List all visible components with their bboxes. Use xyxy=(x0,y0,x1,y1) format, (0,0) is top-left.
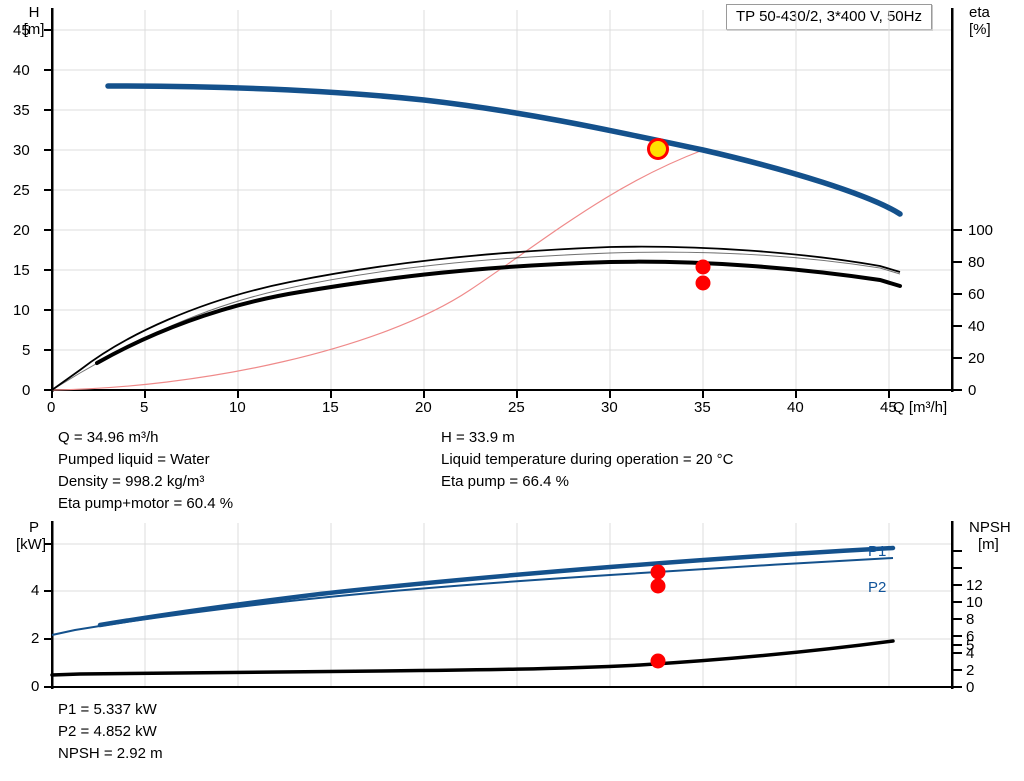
top-chart-y-right-title: eta xyxy=(969,4,990,21)
p2-duty-marker xyxy=(650,578,666,594)
info-temp: Liquid temperature during operation = 20… xyxy=(441,451,734,468)
top-chart-y-left-unit: [m] xyxy=(23,21,45,38)
info-liquid: Pumped liquid = Water xyxy=(58,451,210,468)
bottom-y2-tick-4: 4 xyxy=(966,645,975,662)
top-chart-y-right-unit: [%] xyxy=(969,21,991,38)
bottom-y2-tick-6: 6 xyxy=(966,628,975,645)
bottom-y-tick-0: 0 xyxy=(31,678,40,695)
bottom-axes xyxy=(44,521,962,689)
eta-pump-duty-marker xyxy=(695,259,711,275)
top-chart-y-left-title: H xyxy=(28,4,40,21)
duty-point-marker xyxy=(647,138,669,160)
info-q: Q = 34.96 m³/h xyxy=(58,429,159,446)
top-y-tick-10: 10 xyxy=(13,302,30,319)
npsh-duty-marker xyxy=(650,653,666,669)
bottom-chart-plot xyxy=(44,521,962,689)
info-right-column: H = 33.9 m Liquid temperature during ope… xyxy=(441,427,733,493)
eta-pump-motor-curve-thick xyxy=(95,259,902,365)
bottom-y-tick-2: 2 xyxy=(31,630,40,647)
info-left-column: Q = 34.96 m³/h Pumped liquid = Water Den… xyxy=(58,427,233,515)
top-x-tick-15: 15 xyxy=(322,399,339,416)
info-h: H = 33.9 m xyxy=(441,429,515,446)
top-x-tick-25: 25 xyxy=(508,399,525,416)
head-eta-chart: H [m] eta [%] TP 50-430/2, 3*400 V, 50Hz xyxy=(13,4,994,416)
p2-curve xyxy=(51,557,894,636)
top-x-tick-0: 0 xyxy=(47,399,56,416)
bottom-y-tick-4: 4 xyxy=(31,582,40,599)
eta-pump-motor-duty-marker xyxy=(695,275,711,291)
top-axes xyxy=(44,8,962,398)
top-y-tick-20: 20 xyxy=(13,222,30,239)
bottom-y2-tick-10: 10 xyxy=(966,594,983,611)
npsh-curve xyxy=(50,639,895,677)
top-y-tick-25: 25 xyxy=(13,182,30,199)
top-x-tick-40: 40 xyxy=(787,399,804,416)
top-y2-tick-0: 0 xyxy=(968,382,977,399)
bottom-chart-y-right-unit: [m] xyxy=(978,536,999,553)
bottom-chart-y-left-title: P xyxy=(28,519,39,536)
top-y2-tick-20: 20 xyxy=(968,350,985,367)
bottom-y2-tick-5: 5 xyxy=(966,637,975,654)
p1-duty-marker xyxy=(650,564,666,580)
top-y-tick-40: 40 xyxy=(13,62,30,79)
top-y-tick-35: 35 xyxy=(13,102,30,119)
bottom-chart-y-right-title: NPSH xyxy=(969,519,1011,536)
info-bottom-column: P1 = 5.337 kW P2 = 4.852 kW NPSH = 2.92 … xyxy=(58,699,163,765)
top-x-tick-35: 35 xyxy=(694,399,711,416)
bottom-y2-tick-0: 0 xyxy=(966,679,975,696)
info-p2: P2 = 4.852 kW xyxy=(58,723,157,740)
top-y2-tick-100: 100 xyxy=(968,222,994,239)
info-p1: P1 = 5.337 kW xyxy=(58,701,157,718)
top-y-tick-0: 0 xyxy=(22,382,31,399)
top-y2-tick-40: 40 xyxy=(968,318,985,335)
eta-pump-curve xyxy=(51,245,901,391)
bottom-y2-tick-12: 12 xyxy=(966,577,983,594)
top-x-tick-45: 45 xyxy=(880,399,897,416)
info-density: Density = 998.2 kg/m³ xyxy=(58,473,205,490)
top-chart-plot xyxy=(44,8,962,398)
bottom-grid xyxy=(52,523,952,687)
eta-pump-motor-curve xyxy=(51,251,901,391)
top-y2-tick-60: 60 xyxy=(968,286,985,303)
top-chart-x-axis-label: Q [m³/h] xyxy=(893,399,948,416)
chart-title-box: TP 50-430/2, 3*400 V, 50Hz xyxy=(726,4,932,30)
info-npsh: NPSH = 2.92 m xyxy=(58,745,163,762)
info-eta-pump: Eta pump = 66.4 % xyxy=(441,473,569,490)
legend-p2: P2 xyxy=(868,579,887,596)
bottom-y2-tick-2: 2 xyxy=(966,662,975,679)
top-y-tick-5: 5 xyxy=(22,342,31,359)
info-eta-total: Eta pump+motor = 60.4 % xyxy=(58,495,234,512)
bottom-chart-y-left-unit: [kW] xyxy=(16,536,46,553)
top-x-tick-10: 10 xyxy=(229,399,246,416)
legend-p1: P1 xyxy=(868,543,887,560)
top-x-tick-20: 20 xyxy=(415,399,432,416)
top-y-tick-45: 45 xyxy=(13,22,30,39)
bottom-y2-tick-8: 8 xyxy=(966,611,975,628)
top-grid xyxy=(52,10,952,390)
top-y-tick-15: 15 xyxy=(13,262,30,279)
top-x-tick-30: 30 xyxy=(601,399,618,416)
system-curve xyxy=(51,149,704,391)
head-curve xyxy=(105,83,903,217)
top-y2-tick-80: 80 xyxy=(968,254,985,271)
top-x-tick-5: 5 xyxy=(140,399,149,416)
p1-curve xyxy=(97,545,896,628)
top-y-tick-30: 30 xyxy=(13,142,30,159)
power-npsh-chart: P [kW] NPSH [m] xyxy=(0,515,1024,700)
